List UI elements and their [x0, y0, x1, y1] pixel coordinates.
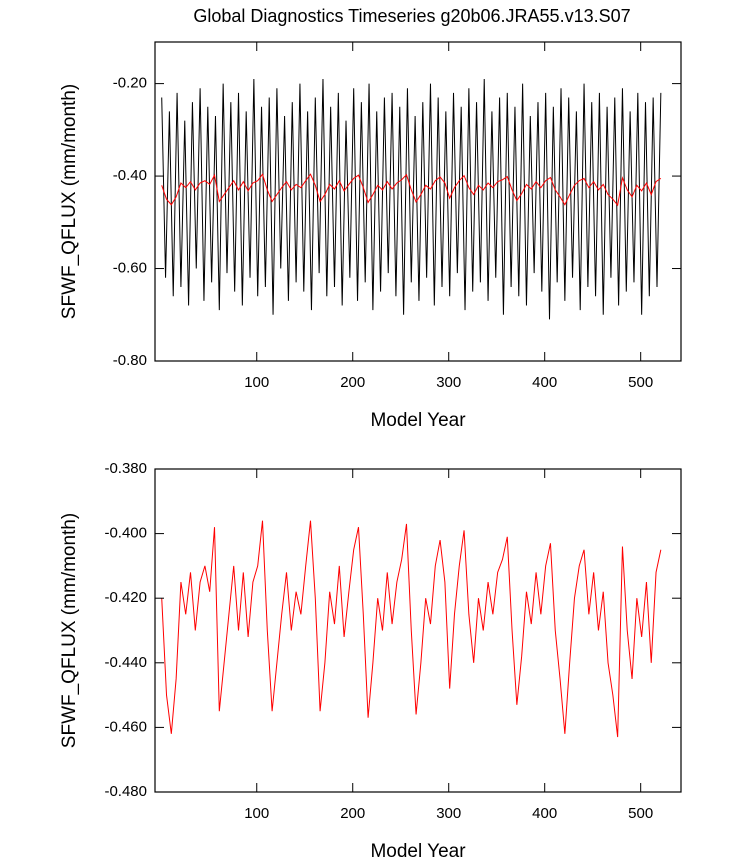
y-axis-label: SFWF_QFLUX (mm/month) [59, 84, 80, 319]
data-line [161, 173, 662, 207]
x-axis-label: Model Year [370, 841, 466, 862]
y-tick-label: -0.420 [104, 589, 147, 606]
data-line [161, 520, 662, 738]
x-tick-label: 500 [628, 374, 653, 391]
y-tick-label: -0.40 [113, 167, 147, 184]
y-tick-label: -0.440 [104, 654, 147, 671]
y-axis-label: SFWF_QFLUX (mm/month) [59, 513, 80, 748]
x-tick-label: 100 [244, 374, 269, 391]
x-tick-label: 300 [436, 374, 461, 391]
x-tick-label: 200 [340, 805, 365, 822]
y-tick-label: -0.60 [113, 260, 147, 277]
x-axis-label: Model Year [370, 410, 466, 431]
y-tick-label: -0.80 [113, 352, 147, 369]
y-tick-label: -0.380 [104, 460, 147, 477]
plot-area [161, 78, 662, 320]
x-tick-label: 400 [532, 805, 557, 822]
x-tick-label: 400 [532, 374, 557, 391]
data-line [161, 78, 662, 320]
chart-title: Global Diagnostics Timeseries g20b06.JRA… [193, 6, 630, 26]
x-tick-label: 200 [340, 374, 365, 391]
y-tick-label: -0.460 [104, 718, 147, 735]
x-tick-label: 300 [436, 805, 461, 822]
plot-frame [154, 468, 682, 793]
x-tick-label: 500 [628, 805, 653, 822]
y-tick-label: -0.20 [113, 75, 147, 92]
y-tick-label: -0.480 [104, 783, 147, 800]
x-tick-label: 100 [244, 805, 269, 822]
plot-frame [154, 41, 682, 362]
plot-area [161, 520, 662, 738]
y-tick-label: -0.400 [104, 525, 147, 542]
